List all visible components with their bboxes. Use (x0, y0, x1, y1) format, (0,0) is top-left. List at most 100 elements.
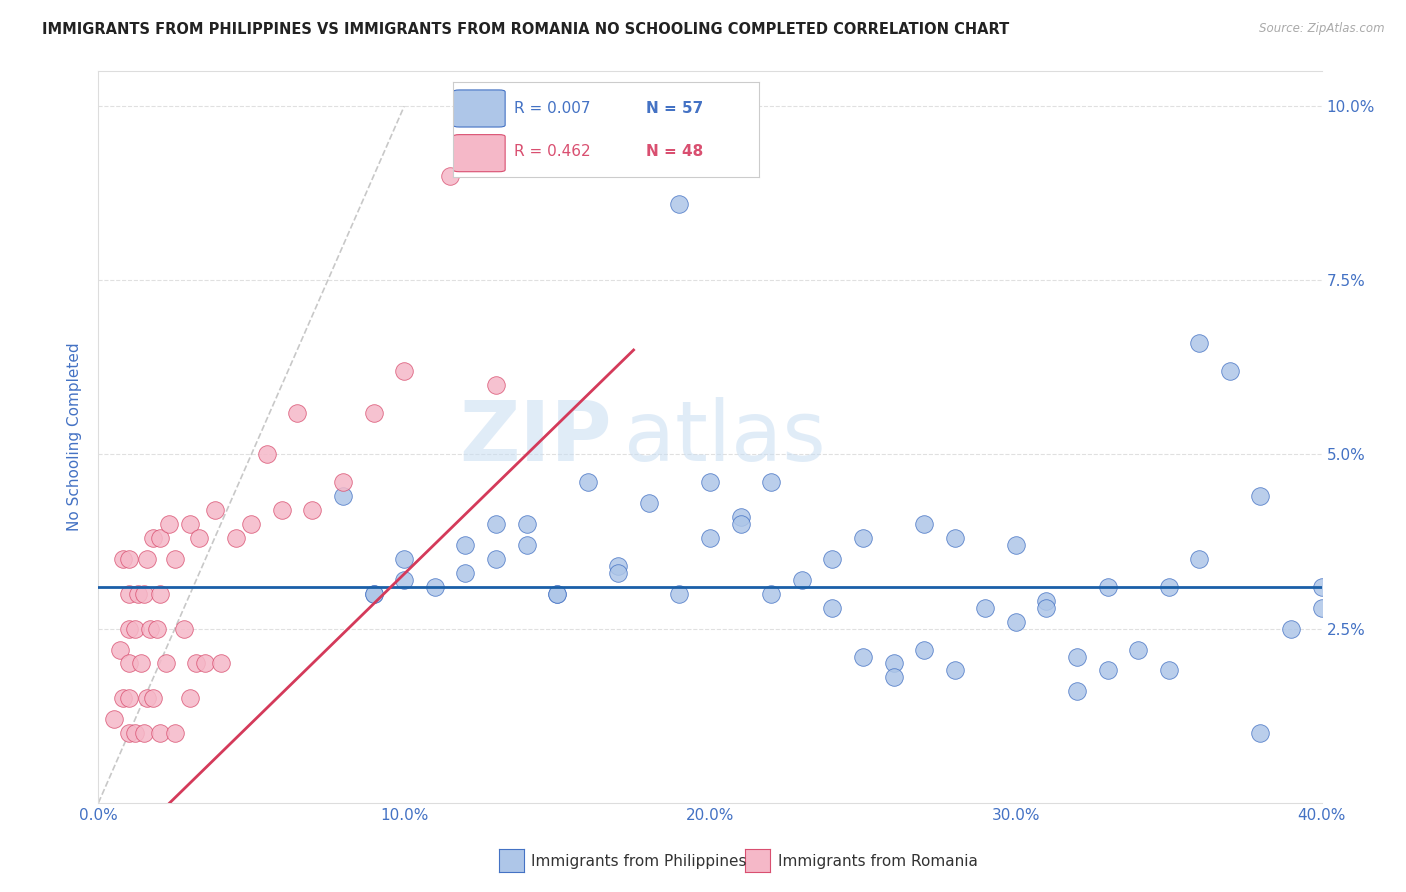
Point (111, 691, 134, 706)
Point (149, 726, 172, 740)
Point (1188, 336, 1211, 351)
Point (699, 475, 721, 490)
Point (124, 622, 146, 636)
Text: IMMIGRANTS FROM PHILIPPINES VS IMMIGRANTS FROM ROMANIA NO SCHOOLING COMPLETED CO: IMMIGRANTS FROM PHILIPPINES VS IMMIGRANT… (42, 22, 1010, 37)
Point (118, 622, 141, 636)
Point (1310, 580, 1333, 594)
Point (423, 580, 446, 594)
Text: Immigrants from Romania: Immigrants from Romania (778, 855, 977, 869)
Point (363, 587, 385, 601)
Point (363, 406, 385, 420)
Point (516, 538, 538, 552)
Point (142, 531, 165, 545)
Point (516, 517, 538, 532)
Point (139, 622, 162, 636)
Point (301, 503, 323, 517)
Point (1279, 622, 1302, 636)
Point (1035, 600, 1057, 615)
Point (1066, 684, 1088, 698)
Point (179, 517, 201, 532)
Point (225, 531, 247, 545)
Point (118, 726, 141, 740)
Point (134, 726, 156, 740)
Point (111, 552, 134, 566)
Point (149, 587, 172, 601)
Point (943, 664, 966, 678)
Point (186, 657, 208, 671)
Point (852, 531, 875, 545)
Point (546, 587, 568, 601)
Point (759, 587, 782, 601)
Point (1004, 538, 1026, 552)
Point (1035, 594, 1057, 608)
Point (209, 657, 232, 671)
Point (759, 475, 782, 490)
Point (454, 538, 477, 552)
Point (1097, 580, 1119, 594)
Point (607, 558, 630, 573)
Point (485, 377, 508, 392)
Point (188, 531, 211, 545)
Point (546, 587, 568, 601)
Point (124, 726, 146, 740)
Point (730, 517, 752, 532)
Point (668, 196, 690, 211)
Point (392, 573, 416, 587)
Point (332, 475, 354, 490)
Point (1157, 580, 1180, 594)
Point (118, 587, 141, 601)
Point (392, 552, 416, 566)
Point (136, 552, 159, 566)
Point (332, 489, 354, 503)
Point (439, 169, 461, 183)
Text: Source: ZipAtlas.com: Source: ZipAtlas.com (1260, 22, 1385, 36)
Point (1004, 615, 1026, 629)
Point (270, 503, 292, 517)
Point (363, 587, 385, 601)
Point (730, 510, 752, 524)
Point (883, 670, 905, 684)
Point (1128, 642, 1150, 657)
Point (1310, 600, 1333, 615)
Text: ZIP: ZIP (460, 397, 612, 477)
Point (157, 517, 180, 532)
Point (204, 503, 226, 517)
Point (129, 657, 152, 671)
Point (454, 566, 477, 580)
Point (118, 657, 141, 671)
Point (136, 691, 159, 706)
Point (1219, 364, 1241, 378)
Point (142, 691, 165, 706)
Point (912, 642, 935, 657)
Point (974, 600, 997, 615)
Point (1097, 664, 1119, 678)
Point (163, 726, 186, 740)
Point (194, 657, 217, 671)
Text: atlas: atlas (624, 397, 827, 477)
Point (134, 587, 156, 601)
Point (149, 531, 172, 545)
Point (637, 496, 661, 510)
Point (699, 531, 721, 545)
Point (821, 600, 844, 615)
Point (1066, 649, 1088, 664)
Point (285, 406, 308, 420)
Point (118, 552, 141, 566)
Point (103, 712, 125, 726)
Point (1249, 489, 1271, 503)
Point (108, 642, 131, 657)
Point (155, 657, 177, 671)
Point (790, 573, 813, 587)
Point (392, 364, 416, 378)
Point (821, 552, 844, 566)
Point (118, 691, 141, 706)
Point (145, 622, 167, 636)
Point (1249, 726, 1271, 740)
Point (883, 657, 905, 671)
Point (163, 552, 186, 566)
Point (607, 566, 630, 580)
Point (240, 517, 263, 532)
Point (1157, 664, 1180, 678)
Text: Immigrants from Philippines: Immigrants from Philippines (531, 855, 747, 869)
Point (127, 587, 149, 601)
